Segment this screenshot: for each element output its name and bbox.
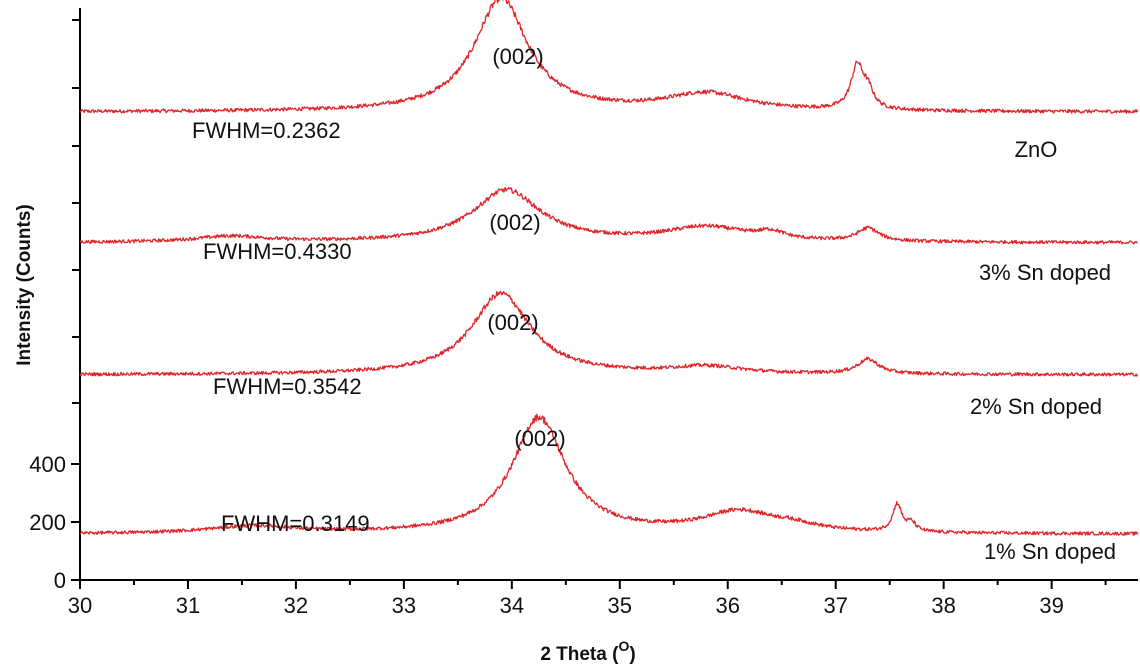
peak-label-sn3: (002) <box>489 210 540 235</box>
x-tick-label-30: 30 <box>68 593 92 618</box>
x-tick-label-36: 36 <box>716 593 740 618</box>
y-tick-label-0: 0 <box>54 568 66 593</box>
fwhm-label-sn3: FWHM=0.4330 <box>203 239 352 264</box>
x-axis-title: 2 Theta (O) <box>540 638 635 665</box>
y-tick-label-200: 200 <box>29 510 66 535</box>
x-tick-label-39: 39 <box>1039 593 1063 618</box>
fwhm-label-zno: FWHM=0.2362 <box>192 118 341 143</box>
fwhm-label-sn1: FWHM=0.3149 <box>221 511 370 536</box>
y-axis-title: Intensity (Counts) <box>14 204 35 366</box>
series-line-sn2 <box>79 290 1139 377</box>
x-tick-label-38: 38 <box>931 593 955 618</box>
x-axis-title-text: 2 Theta <box>540 644 607 665</box>
annotation-labels: FWHM=0.2362 (002) ZnO FWHM=0.4330 (002) 3% Sn… <box>192 44 1116 564</box>
series-line-sn3 <box>79 186 1138 245</box>
x-tick-label-32: 32 <box>284 593 308 618</box>
x-tick-label-35: 35 <box>608 593 632 618</box>
series-group <box>79 0 1139 536</box>
series-name-sn1: 1% Sn doped <box>984 539 1116 564</box>
fwhm-label-sn2: FWHM=0.3542 <box>213 374 362 399</box>
x-axis-unit: O <box>618 638 629 654</box>
series-name-sn2: 2% Sn doped <box>970 394 1102 419</box>
peak-label-zno: (002) <box>492 44 543 69</box>
x-tick-label-37: 37 <box>823 593 847 618</box>
x-tick-label-31: 31 <box>176 593 200 618</box>
series-line-zno <box>79 0 1139 114</box>
x-tick-label-34: 34 <box>500 593 524 618</box>
axis-ticks: 30 31 32 33 34 35 36 37 38 39 0 200 400 <box>29 19 1107 618</box>
y-tick-label-400: 400 <box>29 452 66 477</box>
series-name-zno: ZnO <box>1015 137 1058 162</box>
series-line-sn1 <box>79 413 1139 536</box>
peak-label-sn1: (002) <box>514 426 565 451</box>
series-name-sn3: 3% Sn doped <box>979 260 1111 285</box>
x-tick-label-33: 33 <box>392 593 416 618</box>
peak-label-sn2: (002) <box>487 310 538 335</box>
